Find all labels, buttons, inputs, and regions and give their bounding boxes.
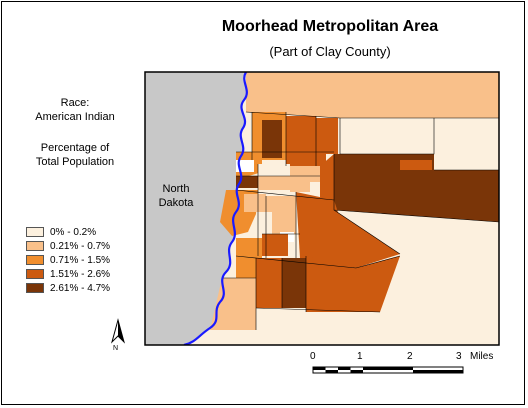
tract xyxy=(282,258,306,308)
tract xyxy=(290,182,310,192)
tract-east-band xyxy=(334,154,499,222)
legend-heading-population: Total Population xyxy=(35,156,115,168)
map-subtitle: (Part of Clay County) xyxy=(269,44,391,59)
tract xyxy=(296,192,356,268)
tract xyxy=(244,194,266,212)
legend-item: 0.21% - 0.7% xyxy=(26,240,110,252)
red-river xyxy=(183,72,248,345)
state-label-line2: Dakota xyxy=(158,197,194,209)
legend-swatch xyxy=(26,255,44,265)
legend-item: 0.71% - 1.5% xyxy=(26,254,110,266)
north-dakota-area xyxy=(145,72,247,345)
legend-label: 0% - 0.2% xyxy=(50,226,97,238)
tract xyxy=(262,120,282,158)
map-border xyxy=(144,71,500,346)
legend-swatch xyxy=(26,227,44,237)
legend-swatch xyxy=(26,269,44,279)
tract xyxy=(258,164,290,176)
scale-tick-3: 3 xyxy=(456,351,462,362)
legend-item: 1.51% - 2.6% xyxy=(26,268,110,280)
legend-label: 1.51% - 2.6% xyxy=(50,268,111,280)
legend-item: 0% - 0.2% xyxy=(26,226,96,238)
legend-swatch xyxy=(26,241,44,251)
legend-heading-race: Race: xyxy=(60,97,90,109)
legend-label: 0.71% - 1.5% xyxy=(50,254,111,266)
tract-north-band xyxy=(246,72,499,118)
tract xyxy=(400,160,432,170)
tract-boundaries xyxy=(222,111,499,330)
north-label: N xyxy=(113,345,119,352)
scale-tick-1: 1 xyxy=(357,351,363,362)
north-arrow-icon xyxy=(111,318,125,344)
legend-item: 2.61% - 4.7% xyxy=(26,282,110,294)
tract xyxy=(258,176,290,190)
state-label-line1: North xyxy=(162,183,190,195)
legend-label: 0.21% - 0.7% xyxy=(50,240,111,252)
legend-label: 2.61% - 4.7% xyxy=(50,282,111,294)
legend-swatch xyxy=(26,283,44,293)
tract xyxy=(290,166,320,182)
scale-tick-0: 0 xyxy=(310,351,316,362)
scale-bar xyxy=(312,366,464,374)
tract xyxy=(340,118,434,154)
tract xyxy=(434,118,499,170)
legend-heading-group: American Indian xyxy=(35,111,115,123)
scale-tick-2: 2 xyxy=(407,351,413,362)
tract xyxy=(210,278,256,330)
scale-unit: Miles xyxy=(470,351,494,362)
tract xyxy=(266,196,296,212)
tract xyxy=(286,116,316,144)
tract xyxy=(286,144,326,166)
tract xyxy=(262,234,288,256)
map-title: Moorhead Metropolitan Area xyxy=(221,18,439,35)
tract xyxy=(256,258,284,308)
legend-heading-percentage: Percentage of xyxy=(40,142,110,154)
tract xyxy=(306,256,400,312)
north-dakota-label: North Dakota xyxy=(152,182,200,210)
tract xyxy=(272,212,296,234)
